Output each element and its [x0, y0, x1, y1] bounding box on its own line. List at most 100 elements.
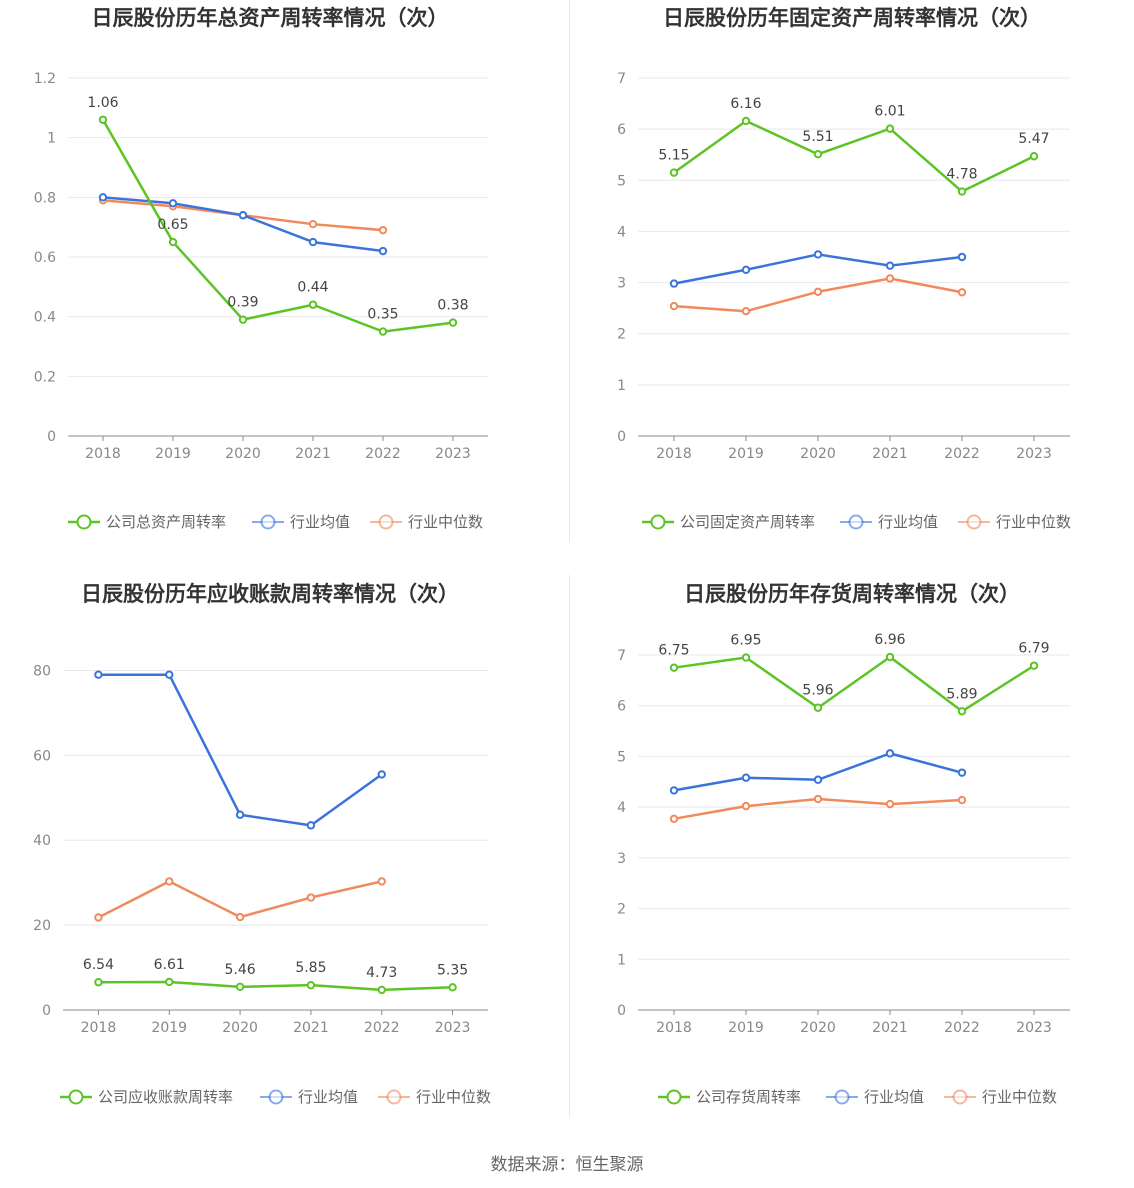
series-line-avg [102, 196, 384, 253]
data-point-company [165, 977, 174, 987]
legend-marker-median [378, 514, 394, 530]
data-point-median [669, 814, 679, 824]
data-point-company [885, 652, 895, 662]
x-tick-label: 2021 [872, 1020, 908, 1036]
x-tick-label: 2020 [225, 446, 261, 462]
data-point-median [306, 893, 316, 902]
legend-label-median: 行业中位数 [416, 1088, 491, 1106]
legend-label-company: 公司固定资产周转率 [680, 513, 815, 531]
legend-marker-avg [268, 1089, 284, 1105]
y-tick-label: 1 [47, 131, 56, 147]
x-tick-label: 2020 [800, 1020, 836, 1036]
x-tick-label: 2023 [1016, 446, 1052, 462]
chart-svg: 日辰股份历年应收账款周转率情况（次） 0 20 40 60 80 2018 2019 2020 2… [33, 582, 491, 1106]
data-point-median [885, 799, 895, 809]
legend-label-avg: 行业均值 [864, 1088, 924, 1106]
series-line-avg [98, 673, 383, 827]
x-tick-label: 2023 [435, 446, 471, 462]
y-tick-label: 1.2 [34, 71, 56, 87]
legend-label-avg: 行业均值 [878, 513, 938, 531]
chart-fixed-asset-turnover: 日辰股份历年固定资产周转率情况（次） 0 1 2 3 4 5 6 7 2018 2019 2020 20… [570, 0, 1134, 560]
y-tick-label: 7 [617, 71, 626, 87]
data-point-company [813, 150, 823, 159]
data-point-avg [813, 250, 823, 259]
data-point-avg [957, 252, 967, 262]
data-label: 0.44 [297, 280, 328, 296]
x-tick-label: 2019 [155, 446, 191, 462]
data-point-company [308, 300, 318, 309]
x-tick-label: 2022 [944, 1020, 980, 1036]
data-point-company [377, 985, 386, 995]
data-label: 5.96 [802, 683, 833, 699]
y-tick-label: 4 [617, 224, 626, 240]
data-point-avg [669, 279, 679, 288]
y-tick-label: 7 [617, 648, 626, 664]
legend-marker-avg [260, 514, 276, 530]
data-point-company [957, 187, 967, 196]
data-label: 6.75 [658, 643, 689, 659]
data-point-company [378, 327, 388, 336]
y-tick-label: 3 [617, 276, 626, 292]
data-point-avg [669, 786, 679, 795]
data-label: 6.16 [730, 96, 761, 112]
y-tick-label: 0.6 [34, 250, 56, 266]
legend-marker-company [650, 514, 666, 530]
data-point-avg [957, 768, 967, 777]
x-tick-label: 2020 [800, 446, 836, 462]
data-label: 4.78 [946, 167, 977, 183]
x-tick-label: 2022 [365, 446, 401, 462]
data-point-company [1029, 661, 1039, 670]
x-tick-label: 2018 [656, 446, 692, 462]
data-point-median [813, 794, 823, 804]
data-label: 0.39 [227, 295, 258, 311]
data-point-company [669, 663, 679, 672]
data-point-median [378, 225, 388, 235]
data-label: 5.46 [224, 962, 255, 978]
data-label: 0.65 [157, 217, 188, 233]
series-line-company [98, 980, 453, 992]
panel-divider-bottom [569, 575, 570, 1117]
data-point-company [741, 653, 751, 662]
data-point-company [669, 168, 679, 177]
legend-label-company: 公司总资产周转率 [106, 513, 226, 531]
y-tick-label: 1 [617, 952, 626, 968]
x-tick-label: 2021 [293, 1020, 329, 1036]
data-point-company [306, 980, 316, 990]
y-tick-label: 1 [617, 378, 626, 394]
data-point-avg [94, 670, 103, 679]
panel-divider-top [569, 0, 570, 542]
data-point-avg [741, 265, 751, 274]
data-point-company [235, 982, 245, 992]
data-label: 6.95 [730, 633, 761, 649]
chart-total-asset-turnover: 日辰股份历年总资产周转率情况（次） 0 0.2 0.4 0.6 0.8 1 1.2 2018 20… [0, 0, 569, 560]
data-label: 5.89 [946, 686, 977, 702]
data-point-company [957, 707, 967, 716]
x-tick-label: 2020 [222, 1020, 258, 1036]
data-point-median [741, 801, 751, 811]
series-line-company [673, 655, 1035, 713]
data-label: 6.54 [83, 957, 114, 973]
legend-marker-median [386, 1089, 402, 1105]
chart-title: 日辰股份历年存货周转率情况（次） [684, 582, 1020, 606]
data-source-footer: 数据来源：恒生聚源 [490, 1155, 644, 1175]
x-tick-label: 2019 [728, 446, 764, 462]
y-tick-label: 2 [617, 902, 626, 918]
data-point-company [94, 978, 103, 987]
chart-inventory-turnover: 日辰股份历年存货周转率情况（次） 0 1 2 3 4 5 6 7 2018 2019 2020 2021… [570, 575, 1134, 1135]
series-line-company [673, 119, 1035, 193]
data-point-company [1029, 152, 1039, 161]
y-tick-label: 2 [617, 327, 626, 343]
y-tick-label: 40 [33, 833, 51, 849]
data-point-avg [378, 246, 388, 256]
data-label: 0.35 [367, 307, 398, 323]
data-point-avg [813, 775, 823, 784]
chart-title: 日辰股份历年总资产周转率情况（次） [92, 6, 449, 30]
legend-marker-company [76, 514, 92, 530]
chart-title: 日辰股份历年固定资产周转率情况（次） [663, 6, 1041, 30]
data-point-company [168, 237, 178, 247]
data-label: 5.85 [295, 960, 326, 976]
data-label: 6.96 [874, 632, 905, 648]
legend-label-avg: 行业均值 [290, 513, 350, 531]
x-tick-label: 2019 [728, 1020, 764, 1036]
data-point-median [957, 795, 967, 805]
